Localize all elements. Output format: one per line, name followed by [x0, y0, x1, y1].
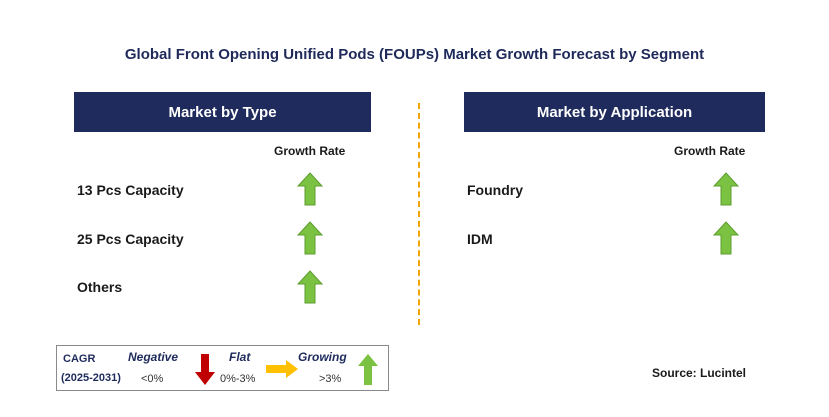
orange-right-arrow-icon — [266, 360, 298, 378]
cagr-legend: CAGR (2025-2031) Negative <0% Flat 0%-3%… — [56, 345, 389, 391]
legend-negative-range: <0% — [141, 373, 164, 385]
green-up-arrow-icon — [297, 221, 323, 255]
green-up-arrow-icon — [297, 270, 323, 304]
green-up-arrow-icon — [358, 354, 378, 385]
row-label-foundry: Foundry — [467, 182, 523, 198]
row-label-13-pcs: 13 Pcs Capacity — [77, 182, 184, 198]
chart-title: Global Front Opening Unified Pods (FOUPs… — [124, 46, 705, 63]
row-label-25-pcs: 25 Pcs Capacity — [77, 231, 184, 247]
legend-cagr-label: CAGR — [63, 353, 96, 365]
legend-period: (2025-2031) — [61, 372, 121, 384]
row-label-idm: IDM — [467, 231, 493, 247]
source-label: Source: Lucintel — [652, 366, 747, 380]
red-down-arrow-icon — [195, 354, 215, 385]
panel-header-type: Market by Type — [74, 92, 371, 132]
green-up-arrow-icon — [713, 221, 739, 255]
growth-rate-label-type: Growth Rate — [274, 144, 346, 158]
row-label-others: Others — [77, 279, 123, 295]
green-up-arrow-icon — [297, 172, 323, 206]
panel-header-application: Market by Application — [464, 92, 765, 132]
legend-flat-label: Flat — [229, 350, 251, 364]
legend-growing-label: Growing — [298, 350, 347, 364]
legend-flat-range: 0%-3% — [220, 373, 256, 385]
growth-rate-label-application: Growth Rate — [674, 144, 746, 158]
legend-negative-label: Negative — [128, 350, 179, 364]
green-up-arrow-icon — [713, 172, 739, 206]
legend-growing-range: >3% — [319, 373, 342, 385]
panel-divider — [418, 103, 420, 325]
